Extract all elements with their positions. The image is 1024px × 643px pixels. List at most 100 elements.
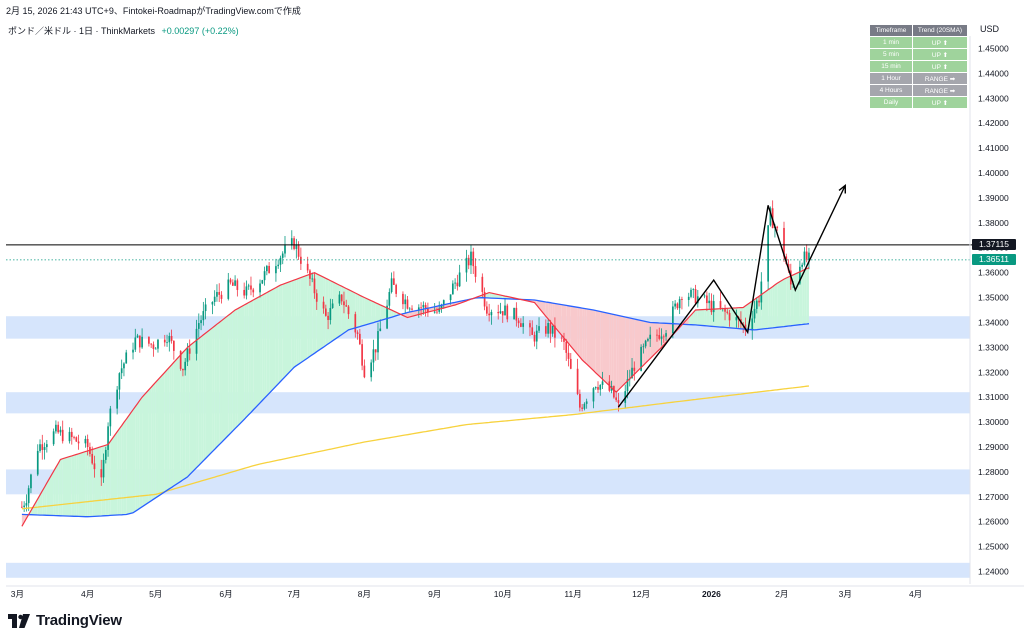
candle-body — [579, 393, 581, 408]
candle-body — [490, 311, 493, 316]
candle-body — [710, 300, 713, 313]
y-tick-label: 1.36000 — [978, 268, 1009, 278]
sma-fill-segment — [298, 277, 301, 365]
sma-fill-segment — [659, 322, 662, 350]
y-tick-label: 1.26000 — [978, 517, 1009, 527]
sma-fill-segment — [294, 279, 297, 368]
candle-body — [424, 304, 427, 309]
sma-fill-segment — [373, 301, 376, 323]
candle-body — [234, 280, 236, 286]
candle-body — [758, 300, 760, 303]
candle-body — [107, 426, 109, 450]
candle-body — [213, 296, 216, 302]
candle-body — [152, 344, 155, 349]
candle-body — [120, 368, 123, 374]
x-tick-label: 5月 — [149, 589, 162, 599]
publish-line: 2月 15, 2026 21:43 UTC+9、Fintokei-Roadmap… — [6, 6, 301, 16]
candle-body — [197, 323, 200, 329]
sma-fill-segment — [189, 340, 197, 475]
sma-fill-segment — [42, 486, 45, 516]
tradingview-logo[interactable]: TradingView — [8, 612, 122, 629]
sma-fill-segment — [697, 309, 705, 326]
symbol-name[interactable]: ポンド／米ドル · 1日 · ThinkMarkets — [8, 26, 156, 36]
y-tick-label: 1.44000 — [978, 68, 1009, 78]
candle-body — [451, 283, 454, 295]
candle-body — [157, 339, 159, 349]
candle-body — [640, 346, 642, 371]
sma-fill-segment — [250, 300, 254, 413]
candle-body — [442, 300, 445, 305]
x-tick-label: 4月 — [909, 589, 922, 599]
sma-fill-segment — [219, 320, 222, 445]
y-tick-label: 1.30000 — [978, 417, 1009, 427]
sma-fill-segment — [793, 271, 800, 326]
sma-fill-segment — [552, 303, 555, 328]
candle-body — [281, 253, 284, 258]
sma-fill-segment — [148, 387, 152, 503]
candle-body — [406, 299, 409, 309]
y-tick-label: 1.45000 — [978, 43, 1009, 53]
candle-body — [306, 263, 309, 271]
candle-body — [565, 341, 568, 353]
sma-fill-segment — [55, 463, 59, 516]
candle-body — [236, 280, 239, 290]
sma-fill-segment — [153, 382, 156, 500]
candle-body — [227, 279, 230, 299]
candle-body — [535, 330, 538, 342]
candle-body — [755, 300, 758, 309]
candle-body — [290, 238, 293, 246]
candle-body — [499, 311, 502, 314]
candle-body — [168, 335, 171, 343]
sma-fill-segment — [663, 323, 667, 345]
x-tick-label: 11月 — [564, 589, 581, 599]
candle-body — [662, 336, 665, 338]
candle-body — [263, 271, 266, 281]
candle-body — [767, 225, 769, 282]
candle-body — [358, 333, 361, 345]
candle-body — [594, 387, 597, 389]
sma-fill-segment — [62, 456, 70, 517]
candle-body — [118, 373, 121, 390]
sma-fill-segment — [203, 333, 206, 461]
candle-body — [243, 289, 246, 296]
sma-fill-segment — [110, 431, 118, 516]
candle-body — [279, 257, 282, 265]
sma-fill-segment — [37, 494, 41, 516]
candle-body — [23, 505, 25, 507]
candle-body — [361, 344, 363, 366]
candle-body — [744, 324, 747, 331]
candle-body — [25, 503, 28, 506]
sma-fill-segment — [407, 312, 410, 318]
candle-body — [567, 352, 570, 359]
x-tick-label: 2026 — [702, 589, 721, 599]
sma-fill-segment — [133, 406, 136, 513]
candle-body — [694, 289, 697, 304]
sma-fill-segment — [759, 294, 762, 330]
sma-fill-segment — [180, 352, 183, 482]
sma-fill-segment — [262, 293, 265, 401]
candle-body — [356, 332, 359, 334]
candle-body — [372, 349, 375, 363]
candle-body — [277, 264, 280, 267]
candle-body — [91, 453, 94, 464]
trend-value: UP ⬆ — [913, 37, 967, 48]
candle-body — [395, 284, 397, 294]
sma-fill-segment — [650, 322, 657, 359]
x-tick-label: 8月 — [358, 589, 371, 599]
currency-label[interactable]: USD — [980, 24, 1000, 34]
y-tick-label: 1.42000 — [978, 118, 1009, 128]
candle-body — [343, 301, 345, 306]
sma-fill-segment — [720, 308, 723, 328]
sma-fill-segment — [216, 322, 220, 447]
sma-fill-segment — [434, 306, 437, 311]
sma-fill-segment — [121, 422, 124, 515]
sma-fill-segment — [164, 369, 168, 492]
candle-body — [681, 299, 683, 300]
sma-fill-segment — [577, 307, 580, 358]
candle-body — [436, 311, 438, 313]
sma-fill-segment — [579, 307, 583, 360]
candle-body — [483, 291, 486, 307]
candle-body — [631, 367, 633, 379]
sma-fill-segment — [695, 309, 698, 326]
